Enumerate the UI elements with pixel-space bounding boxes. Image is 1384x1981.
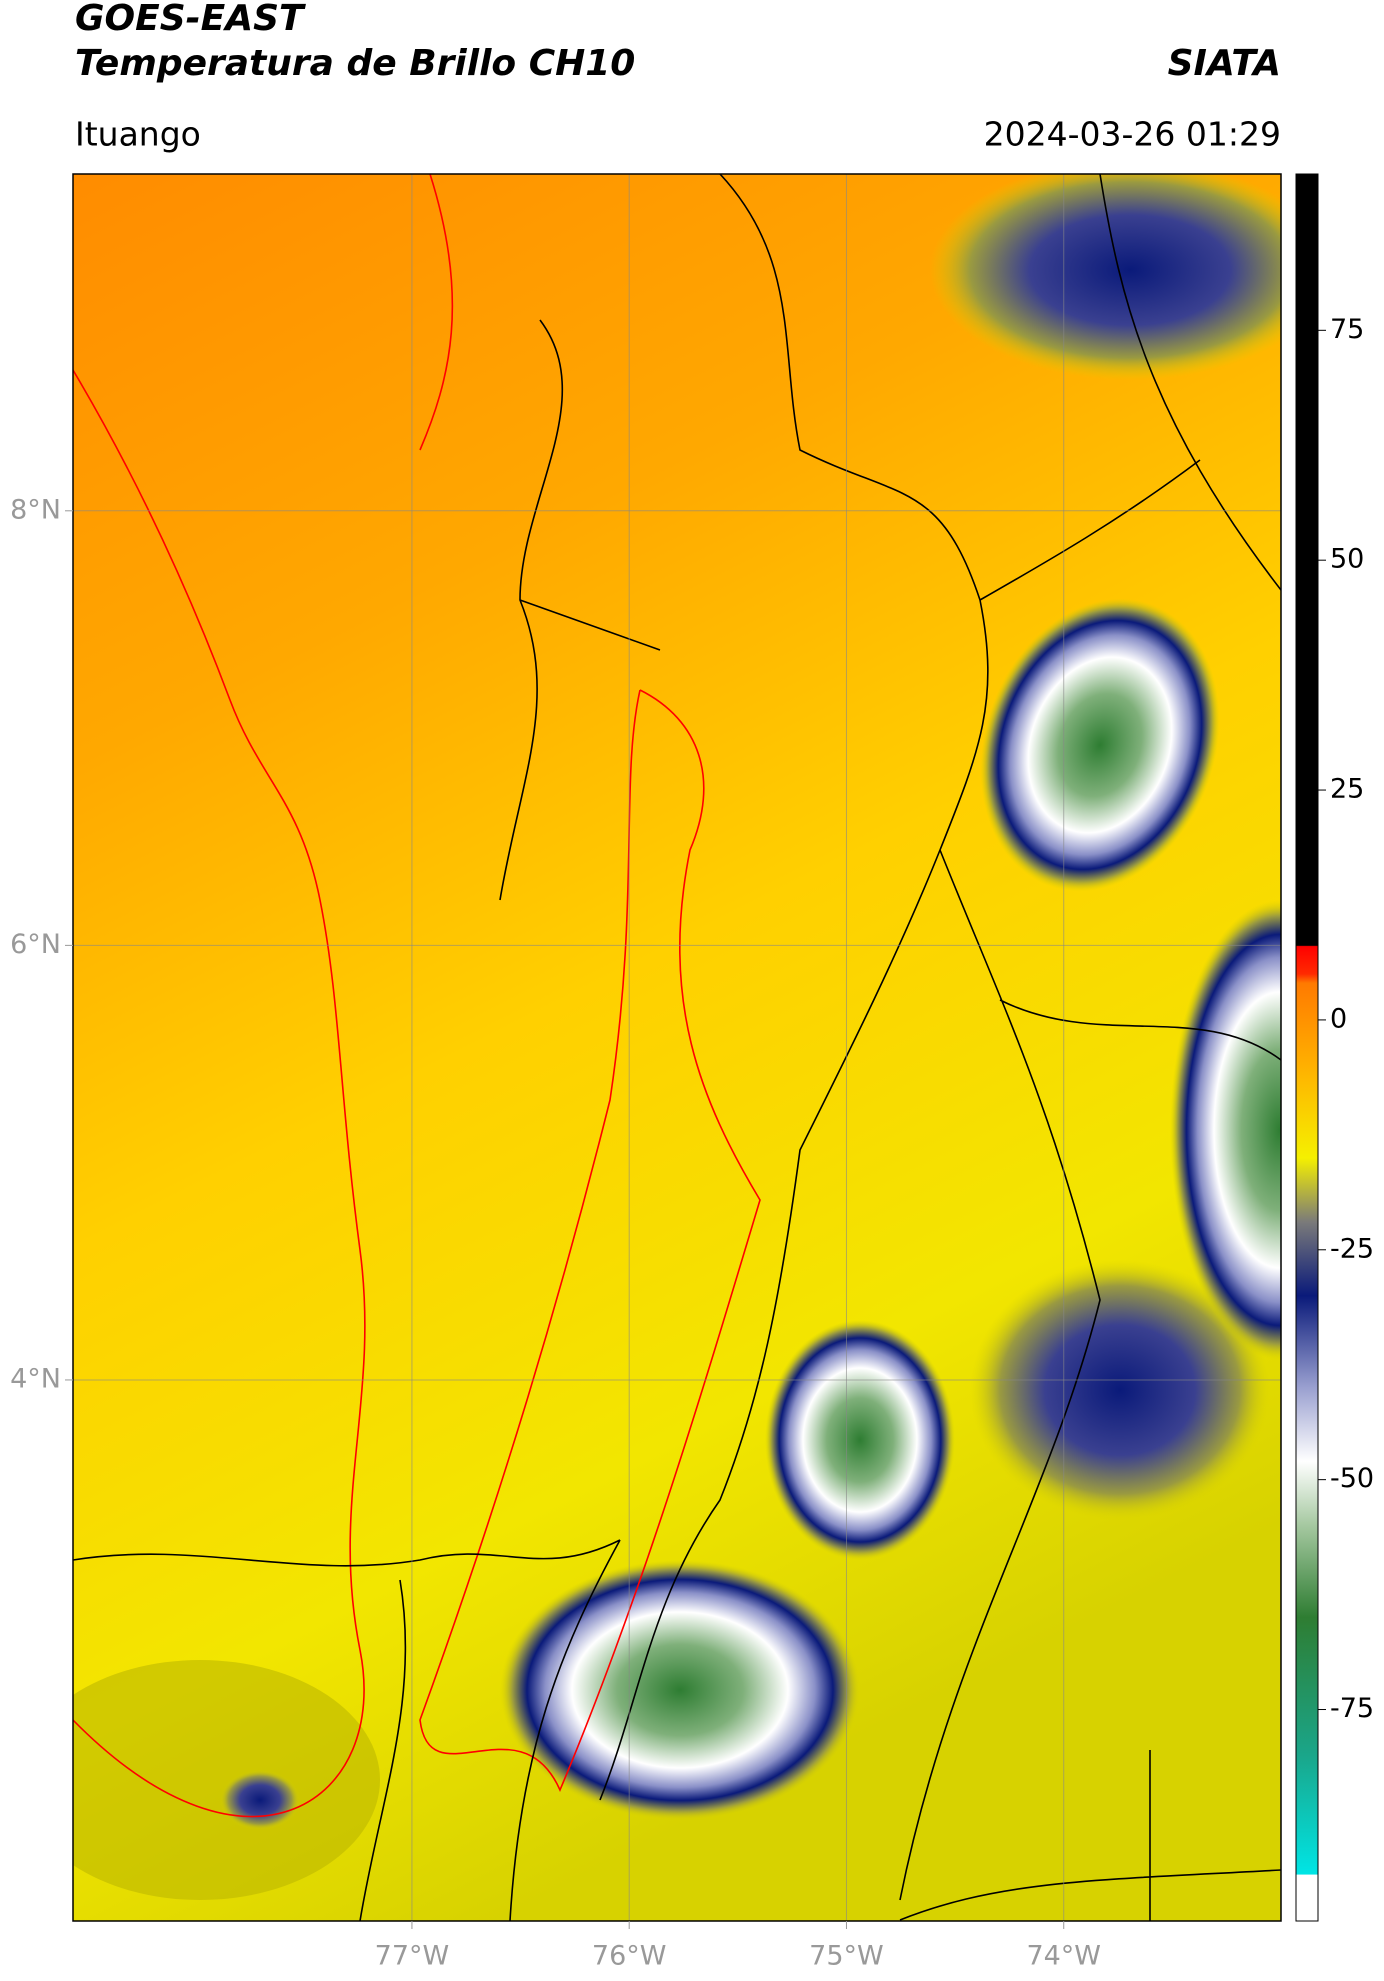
storm: [500, 1560, 860, 1820]
colorbar-tick-label: -50: [1330, 1463, 1374, 1494]
storm: [980, 598, 1220, 892]
source: SIATA: [1168, 43, 1281, 84]
colorbar-tick-label: 0: [1330, 1003, 1347, 1034]
map: [73, 174, 1281, 1921]
colorbar: [1295, 173, 1319, 1922]
admin-border: [73, 174, 1281, 1921]
cloud: [930, 174, 1281, 380]
colorbar-tick-label: -25: [1330, 1233, 1374, 1264]
colorbar-tick-label: 25: [1330, 774, 1364, 805]
y-tick-label: 4°N: [10, 1363, 61, 1394]
colorbar-tick-label: 75: [1330, 314, 1364, 345]
x-tick-label: 75°W: [809, 1941, 884, 1972]
storm: [765, 1320, 955, 1560]
datetime: 2024-03-26 01:29: [984, 115, 1281, 154]
x-tick-label: 76°W: [592, 1941, 667, 1972]
title: GOES-EAST: [75, 0, 306, 39]
cloud: [970, 1260, 1270, 1520]
y-tick-label: 6°N: [10, 929, 61, 960]
location: Ituango: [75, 115, 201, 154]
x-tick-label: 77°W: [375, 1941, 450, 1972]
cloud: [73, 1660, 380, 1900]
colorbar-tick-label: 50: [1330, 544, 1364, 575]
grid: [73, 174, 1281, 1921]
cloud: [220, 1770, 300, 1830]
region-border: [73, 174, 761, 1818]
y-tick-label: 8°N: [10, 494, 61, 525]
colorbar-tick-label: -75: [1330, 1693, 1374, 1724]
x-tick-label: 74°W: [1026, 1941, 1101, 1972]
map-frame: [72, 173, 1282, 1922]
storm: [1170, 900, 1281, 1360]
subtitle: Temperatura de Brillo CH10: [75, 43, 635, 84]
